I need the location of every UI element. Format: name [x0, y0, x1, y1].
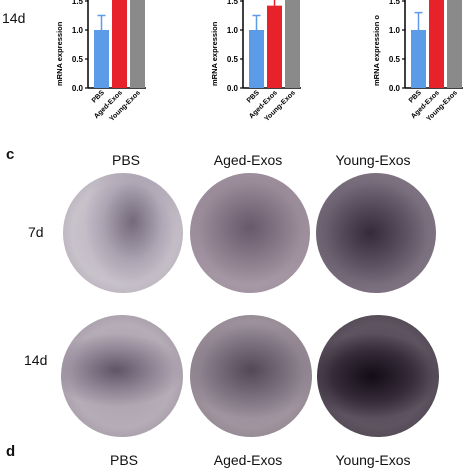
y-tick-label: 1.5	[227, 0, 239, 6]
y-tick-label: 0.5	[389, 55, 401, 64]
bar-aged-exos	[429, 0, 444, 89]
panel-d-letter: d	[6, 443, 16, 460]
bar-aged-exos	[267, 5, 282, 89]
dish-image-7d-pbs	[63, 173, 183, 293]
dish-image-14d-pbs	[61, 315, 183, 437]
bar-pbs	[411, 30, 426, 88]
y-tick-label: 1.0	[389, 26, 401, 35]
bar-young-exos	[285, 0, 300, 89]
panel-c-col-young: Young-Exos	[335, 152, 411, 168]
y-tick-label: 0.0	[227, 84, 239, 93]
dish-image-14d-aged	[190, 315, 312, 437]
y-axis-label: mRNA expression o	[372, 15, 381, 86]
y-tick-label: 1.5	[72, 0, 84, 6]
bar-young-exos	[130, 0, 145, 89]
panel-c-letter: c	[6, 146, 15, 163]
y-tick-label: 0.0	[389, 84, 401, 93]
y-axis-label: mRNA expression	[55, 21, 64, 86]
y-tick-label: 1.5	[389, 0, 401, 6]
panel-c-row-7d: 7d	[28, 224, 44, 240]
panel-d-col-aged: Aged-Exos	[213, 452, 283, 468]
y-tick-label: 1.0	[72, 26, 84, 35]
y-tick-label: 0.5	[227, 55, 239, 64]
y-tick-label: 1.0	[227, 26, 239, 35]
x-category-label: PBS	[408, 89, 423, 104]
dish-image-7d-young	[316, 173, 436, 293]
panel-d-col-young: Young-Exos	[335, 452, 411, 468]
bar-pbs	[94, 30, 109, 88]
y-tick-label: 0.5	[72, 55, 84, 64]
panel-b-row-label: 14d	[2, 10, 26, 26]
panel-c-row-14d: 14d	[24, 352, 48, 368]
y-axis-label: mRNA expression	[210, 21, 219, 86]
dish-image-7d-aged	[190, 173, 310, 293]
panel-d-col-pbs: PBS	[109, 452, 138, 468]
bar-young-exos	[447, 0, 462, 89]
bar-aged-exos	[112, 0, 127, 89]
panel-c-col-aged: Aged-Exos	[213, 152, 283, 168]
panel-c-col-pbs: PBS	[111, 152, 140, 168]
y-tick-label: 0.0	[72, 84, 84, 93]
bar-pbs	[249, 30, 264, 88]
dish-image-14d-young	[317, 315, 439, 437]
